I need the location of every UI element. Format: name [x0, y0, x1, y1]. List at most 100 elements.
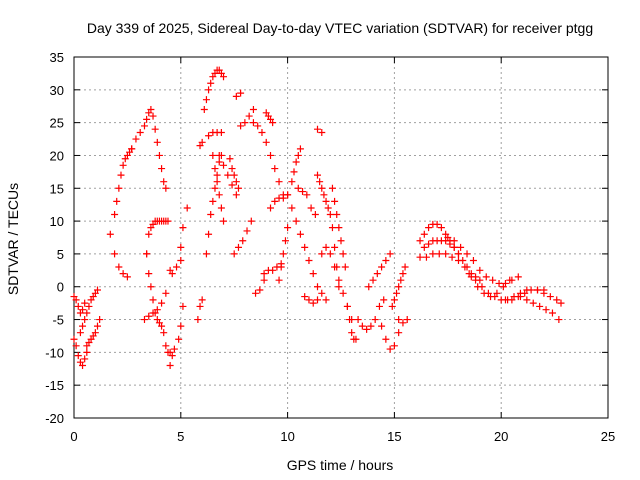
data-point	[318, 250, 326, 258]
data-point	[521, 289, 529, 297]
data-point	[296, 230, 304, 238]
data-point	[149, 309, 157, 317]
data-point	[74, 302, 82, 310]
data-point	[553, 296, 561, 304]
data-point	[119, 161, 127, 169]
y-tick-label: -20	[45, 411, 64, 426]
data-point	[534, 286, 542, 294]
data-point	[202, 250, 210, 258]
data-point	[177, 256, 185, 264]
data-point	[211, 184, 219, 192]
data-point	[536, 302, 544, 310]
data-point	[433, 220, 441, 228]
data-point	[484, 289, 492, 297]
data-point	[281, 237, 289, 245]
series-arc20	[215, 151, 240, 199]
data-point	[284, 224, 292, 232]
data-point	[279, 194, 287, 202]
data-point	[476, 266, 484, 274]
data-point	[72, 296, 80, 304]
series-arc31	[284, 191, 330, 304]
data-point	[196, 302, 204, 310]
data-point	[333, 211, 341, 219]
data-point	[382, 335, 390, 343]
data-point	[294, 151, 302, 159]
data-point	[81, 316, 89, 324]
data-point	[322, 197, 330, 205]
data-point	[314, 296, 322, 304]
data-point	[288, 204, 296, 212]
data-point	[83, 348, 91, 356]
series-arc42	[378, 322, 403, 353]
data-point	[106, 230, 114, 238]
data-point	[335, 276, 343, 284]
data-point	[74, 352, 82, 360]
data-point	[269, 266, 277, 274]
data-point	[450, 237, 458, 245]
data-point	[217, 128, 225, 136]
data-point	[301, 243, 309, 251]
data-point	[205, 132, 213, 140]
data-point	[232, 178, 240, 186]
data-point	[326, 211, 334, 219]
data-point	[365, 283, 373, 291]
data-point	[177, 243, 185, 251]
data-point	[234, 184, 242, 192]
series-arc04	[83, 316, 104, 350]
data-point	[469, 256, 477, 264]
data-point	[395, 329, 403, 337]
data-point	[117, 171, 125, 179]
series-arc25	[249, 119, 287, 199]
y-tick-label: 20	[50, 148, 64, 163]
data-point	[309, 299, 317, 307]
data-point	[198, 138, 206, 146]
data-point	[386, 345, 394, 353]
data-point	[115, 184, 123, 192]
data-point	[358, 322, 366, 330]
data-point	[380, 296, 388, 304]
data-point	[258, 128, 266, 136]
data-point	[437, 224, 445, 232]
data-point	[239, 237, 247, 245]
data-point	[213, 171, 221, 179]
data-point	[213, 178, 221, 186]
data-point	[294, 184, 302, 192]
data-point	[183, 204, 191, 212]
data-point	[153, 138, 161, 146]
data-point	[140, 316, 148, 324]
data-point	[371, 316, 379, 324]
series-arc28	[262, 109, 277, 127]
series-arc19	[209, 151, 228, 225]
data-point	[555, 316, 563, 324]
data-point	[170, 345, 178, 353]
data-point	[202, 96, 210, 104]
series-arc44	[395, 316, 411, 327]
data-point	[260, 270, 268, 278]
data-point	[91, 329, 99, 337]
data-point	[296, 145, 304, 153]
data-point	[501, 296, 509, 304]
data-point	[254, 122, 262, 130]
data-point	[454, 250, 462, 258]
series-arc17	[202, 151, 225, 258]
data-point	[442, 250, 450, 258]
data-point	[79, 322, 87, 330]
data-point	[143, 115, 151, 123]
y-tick-label: 30	[50, 83, 64, 98]
series-arc43	[388, 263, 409, 310]
series-arc38	[328, 184, 349, 271]
data-point	[375, 302, 383, 310]
data-point	[339, 250, 347, 258]
data-point	[209, 197, 217, 205]
data-point	[331, 197, 339, 205]
data-point	[454, 256, 462, 264]
series-arc35	[314, 125, 326, 136]
series-arc32	[288, 145, 304, 186]
series-arc21	[226, 155, 242, 192]
series-arc06	[106, 230, 131, 281]
data-point	[205, 230, 213, 238]
y-tick-label: 35	[50, 50, 64, 65]
data-point	[395, 283, 403, 291]
data-point	[275, 276, 283, 284]
series-arc18	[205, 128, 225, 140]
